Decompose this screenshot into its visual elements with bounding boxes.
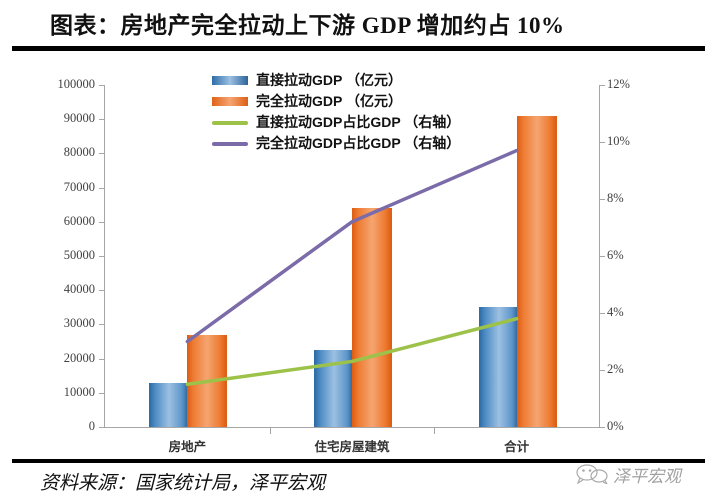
y-right-tick-label: 0%	[607, 419, 624, 433]
y-left-tick-mark	[99, 187, 104, 189]
line-series	[185, 316, 519, 386]
y-right-tick-mark	[600, 370, 605, 371]
chart-container: 直接拉动GDP （亿元） 完全拉动GDP （亿元） 直接拉动GDP占比GDP （…	[0, 56, 717, 456]
y-right-tick-label: 2%	[607, 362, 624, 376]
footer-divider	[12, 459, 705, 463]
y-right-tick-mark	[600, 142, 605, 143]
title-divider	[12, 46, 705, 51]
chart-legend: 直接拉动GDP （亿元） 完全拉动GDP （亿元） 直接拉动GDP占比GDP （…	[212, 70, 532, 154]
y-left-tick-mark	[99, 256, 104, 257]
title-bar: 图表：房地产完全拉动上下游 GDP 增加约占 10%	[0, 0, 717, 52]
y-left-tick-mark	[99, 358, 104, 360]
x-axis	[104, 427, 600, 428]
y-left-tick-label: 50000	[63, 248, 95, 262]
plot-area	[105, 85, 557, 427]
y-left-tick-label: 90000	[63, 111, 95, 126]
y-right-tick-mark	[600, 199, 605, 200]
legend-swatch-blue-bar	[212, 76, 248, 85]
y-right-tick-mark	[600, 85, 605, 86]
y-left-tick-mark	[99, 392, 104, 394]
legend-item-total-share[interactable]: 完全拉动GDP占比GDP （右轴）	[212, 133, 532, 154]
x-axis-separator	[269, 428, 271, 434]
y-left-tick-label: 80000	[63, 145, 95, 160]
x-axis-category-label: 合计	[504, 440, 530, 454]
y-right-tick-mark	[600, 256, 605, 257]
y-left-tick-label: 100000	[57, 77, 96, 91]
y-right-tick-label: 4%	[607, 305, 624, 319]
y-right-tick-label: 6%	[607, 248, 624, 262]
legend-swatch-purple-line	[212, 142, 248, 146]
y-left-tick-mark	[99, 85, 104, 86]
legend-swatch-green-line	[212, 121, 248, 125]
x-axis-category-label: 住宅房屋建筑	[314, 440, 390, 454]
legend-label: 完全拉动GDP占比GDP （右轴）	[256, 135, 461, 151]
y-left-tick-label: 20000	[63, 350, 95, 365]
y-left-tick-mark	[99, 221, 104, 223]
watermark-label: 泽平宏观	[613, 467, 681, 486]
y-left-tick-mark	[99, 290, 104, 292]
x-axis-separator	[434, 428, 436, 434]
y-left-tick-label: 30000	[63, 316, 95, 331]
y-left-tick-label: 0	[88, 419, 95, 433]
legend-label: 直接拉动GDP （亿元）	[256, 72, 402, 88]
source-note: 资料来源：国家统计局，泽平宏观	[40, 473, 326, 494]
y-left-tick-label: 60000	[63, 213, 95, 228]
y-right-tick-mark	[600, 427, 605, 428]
y-axis-left	[104, 85, 105, 428]
bar-total-gdp	[516, 115, 557, 427]
line-series	[185, 148, 519, 344]
x-axis-category-label: 房地产	[168, 440, 207, 454]
y-left-tick-mark	[99, 119, 104, 121]
line-series-layer	[185, 148, 519, 386]
legend-item-total-gdp[interactable]: 完全拉动GDP （亿元）	[212, 91, 532, 112]
y-axis-right	[599, 85, 600, 428]
y-right-tick-mark	[600, 313, 605, 314]
legend-label: 直接拉动GDP占比GDP （右轴）	[256, 114, 461, 130]
bar-total-gdp	[352, 208, 392, 427]
y-right-tick-label: 12%	[607, 77, 630, 91]
legend-swatch-orange-bar	[212, 97, 248, 106]
watermark: 泽平宏观	[573, 458, 703, 492]
y-left-tick-mark	[99, 427, 104, 428]
y-right-tick-label: 8%	[607, 191, 624, 205]
y-left-tick-label: 10000	[63, 384, 95, 399]
page-title: 图表：房地产完全拉动上下游 GDP 增加约占 10%	[50, 13, 565, 38]
wechat-icon	[576, 464, 608, 484]
y-left-tick-mark	[99, 153, 104, 155]
y-left-tick-label: 40000	[63, 282, 95, 297]
y-right-tick-label: 10%	[607, 134, 630, 148]
y-left-tick-mark	[99, 324, 104, 326]
legend-item-direct-share[interactable]: 直接拉动GDP占比GDP （右轴）	[212, 112, 532, 133]
y-left-tick-label: 70000	[63, 179, 95, 194]
legend-label: 完全拉动GDP （亿元）	[256, 93, 402, 109]
bar-direct-gdp	[149, 382, 190, 427]
legend-item-direct-gdp[interactable]: 直接拉动GDP （亿元）	[212, 70, 532, 91]
